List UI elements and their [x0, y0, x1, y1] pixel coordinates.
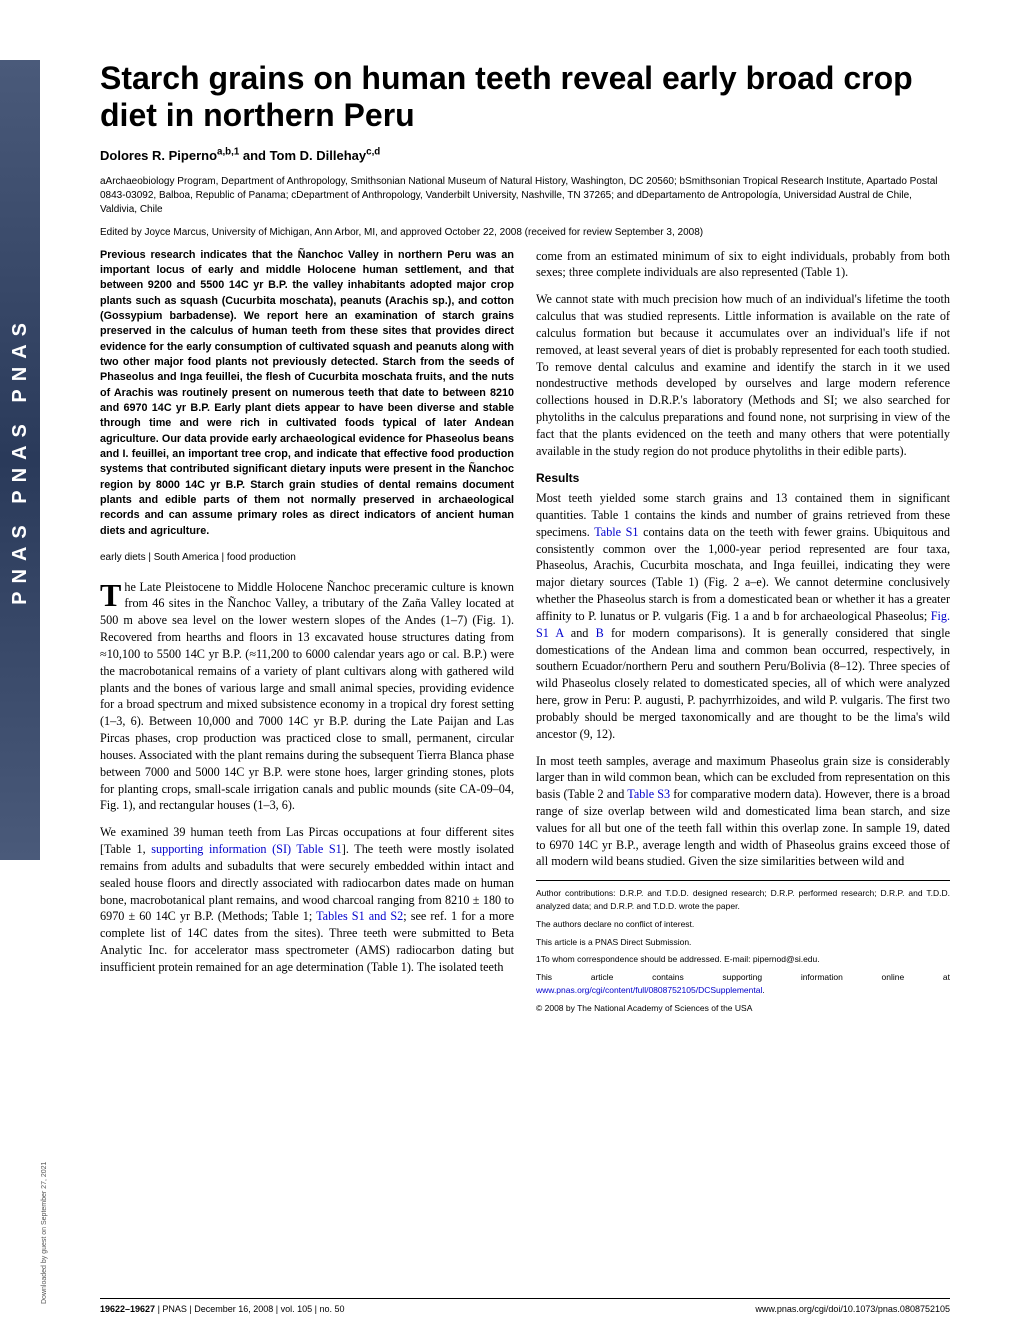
paragraph-1: The Late Pleistocene to Middle Holocene … [100, 579, 514, 815]
si-online-link[interactable]: www.pnas.org/cgi/content/full/0808752105… [536, 985, 762, 995]
affiliations: aArchaeobiology Program, Department of A… [100, 175, 950, 217]
author-contributions: Author contributions: D.R.P. and T.D.D. … [536, 887, 950, 913]
tables-s1-s2-link[interactable]: Tables S1 and S2 [316, 909, 403, 923]
paragraph-4: We cannot state with much precision how … [536, 291, 950, 459]
paragraph-6: In most teeth samples, average and maxim… [536, 753, 950, 871]
conflict-statement: The authors declare no conflict of inter… [536, 918, 950, 931]
paragraph-3: come from an estimated minimum of six to… [536, 248, 950, 282]
footer-left: 19622–19627 | PNAS | December 16, 2008 |… [100, 1304, 345, 1314]
para1-text: he Late Pleistocene to Middle Holocene Ñ… [100, 580, 514, 813]
table-s3-link[interactable]: Table S3 [627, 787, 670, 801]
keywords: early diets | South America | food produ… [100, 551, 514, 565]
edited-by: Edited by Joyce Marcus, University of Mi… [100, 227, 950, 238]
dropcap: T [100, 579, 124, 610]
authors: Dolores R. Pipernoa,b,1 and Tom D. Dille… [100, 148, 950, 163]
journal-strip-text: PNAS PNAS PNAS [9, 315, 32, 605]
article-title: Starch grains on human teeth reveal earl… [100, 60, 950, 134]
journal-strip: PNAS PNAS PNAS [0, 60, 40, 860]
si-table-s1-link[interactable]: supporting information (SI) Table S1 [151, 842, 342, 856]
table-s1-link[interactable]: Table S1 [594, 525, 638, 539]
article-body: Previous research indicates that the Ñan… [100, 248, 950, 1015]
paragraph-5: Most teeth yielded some starch grains an… [536, 490, 950, 742]
si-note: This article contains supporting informa… [536, 971, 950, 997]
download-note: Downloaded by guest on September 27, 202… [41, 1162, 48, 1304]
page-footer: 19622–19627 | PNAS | December 16, 2008 |… [100, 1298, 950, 1314]
submission-note: This article is a PNAS Direct Submission… [536, 936, 950, 949]
paragraph-2: We examined 39 human teeth from Las Pirc… [100, 824, 514, 975]
results-heading: Results [536, 470, 950, 487]
footer-notes: Author contributions: D.R.P. and T.D.D. … [536, 880, 950, 1014]
correspondence: 1To whom correspondence should be addres… [536, 953, 950, 966]
abstract: Previous research indicates that the Ñan… [100, 248, 514, 539]
footer-right: www.pnas.org/cgi/doi/10.1073/pnas.080875… [755, 1304, 950, 1314]
copyright: © 2008 by The National Academy of Scienc… [536, 1002, 950, 1015]
fig-s1b-link[interactable]: B [596, 626, 604, 640]
